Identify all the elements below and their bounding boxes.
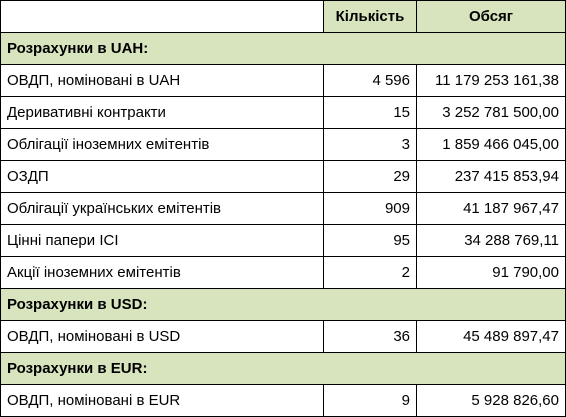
quantity-cell: 9 bbox=[323, 384, 417, 417]
header-name-cell bbox=[0, 0, 324, 33]
quantity-cell: 3 bbox=[323, 128, 417, 161]
volume-cell: 41 187 967,47 bbox=[416, 192, 566, 225]
volume-cell: 1 859 466 045,00 bbox=[416, 128, 566, 161]
instrument-name: ОВДП, номіновані в EUR bbox=[0, 384, 324, 417]
quantity-cell: 95 bbox=[323, 224, 417, 257]
volume-cell: 34 288 769,11 bbox=[416, 224, 566, 257]
quantity-cell: 2 bbox=[323, 256, 417, 289]
instrument-name: Акції іноземних емітентів bbox=[0, 256, 324, 289]
instrument-name: ОЗДП bbox=[0, 160, 324, 193]
volume-cell: 91 790,00 bbox=[416, 256, 566, 289]
section-row-usd: Розрахунки в USD: bbox=[0, 288, 566, 321]
section-title: Розрахунки в EUR: bbox=[0, 352, 566, 385]
quantity-cell: 909 bbox=[323, 192, 417, 225]
instrument-name: Цінні папери ІСІ bbox=[0, 224, 324, 257]
header-row: Кількість Обсяг bbox=[0, 0, 566, 33]
table-row: ОЗДП 29 237 415 853,94 bbox=[0, 160, 566, 193]
table-row: Акції іноземних емітентів 2 91 790,00 bbox=[0, 256, 566, 289]
volume-cell: 5 928 826,60 bbox=[416, 384, 566, 417]
header-volume-cell: Обсяг bbox=[416, 0, 566, 33]
table-row: Облігації українських емітентів 909 41 1… bbox=[0, 192, 566, 225]
instrument-name: ОВДП, номіновані в UAH bbox=[0, 64, 324, 97]
quantity-cell: 36 bbox=[323, 320, 417, 353]
table-row: ОВДП, номіновані в USD 36 45 489 897,47 bbox=[0, 320, 566, 353]
instrument-name: ОВДП, номіновані в USD bbox=[0, 320, 324, 353]
section-row-eur: Розрахунки в EUR: bbox=[0, 352, 566, 385]
table-row: ОВДП, номіновані в EUR 9 5 928 826,60 bbox=[0, 384, 566, 417]
table-row: Деривативні контракти 15 3 252 781 500,0… bbox=[0, 96, 566, 129]
section-title: Розрахунки в USD: bbox=[0, 288, 566, 321]
quantity-cell: 15 bbox=[323, 96, 417, 129]
volume-cell: 45 489 897,47 bbox=[416, 320, 566, 353]
section-title: Розрахунки в UAH: bbox=[0, 32, 566, 65]
volume-cell: 3 252 781 500,00 bbox=[416, 96, 566, 129]
table-row: Цінні папери ІСІ 95 34 288 769,11 bbox=[0, 224, 566, 257]
instrument-name: Деривативні контракти bbox=[0, 96, 324, 129]
table-row: ОВДП, номіновані в UAH 4 596 11 179 253 … bbox=[0, 64, 566, 97]
section-row-uah: Розрахунки в UAH: bbox=[0, 32, 566, 65]
quantity-cell: 29 bbox=[323, 160, 417, 193]
header-quantity-cell: Кількість bbox=[323, 0, 417, 33]
volume-cell: 237 415 853,94 bbox=[416, 160, 566, 193]
volume-cell: 11 179 253 161,38 bbox=[416, 64, 566, 97]
instrument-name: Облігації українських емітентів bbox=[0, 192, 324, 225]
instrument-name: Облігації іноземних емітентів bbox=[0, 128, 324, 161]
table-row: Облігації іноземних емітентів 3 1 859 46… bbox=[0, 128, 566, 161]
quantity-cell: 4 596 bbox=[323, 64, 417, 97]
